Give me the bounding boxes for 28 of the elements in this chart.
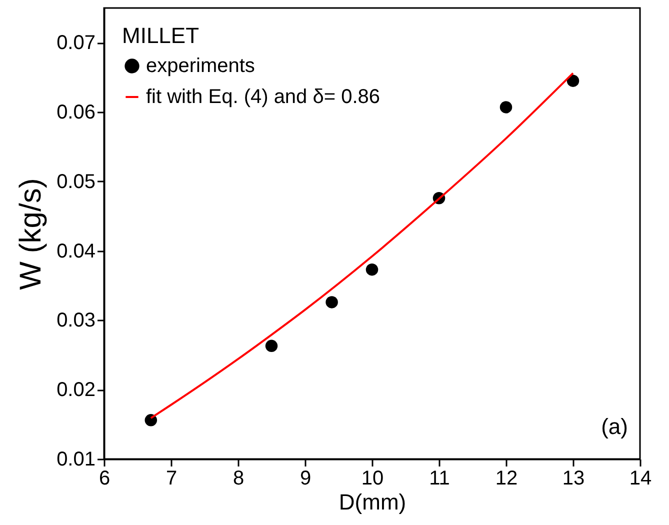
y-axis-title: W (kg/s) xyxy=(14,178,48,290)
y-tick-label: 0.01 xyxy=(56,448,96,470)
x-tick-label: 12 xyxy=(495,468,518,490)
y-tick-label: 0.06 xyxy=(56,102,96,124)
legend-label: experiments xyxy=(146,55,255,77)
x-tick-label: 7 xyxy=(166,468,178,490)
x-tick-label: 11 xyxy=(429,468,450,490)
legend-label: fit with Eq. (4) and δ= 0.86 xyxy=(146,86,380,108)
x-tick-label: 9 xyxy=(300,468,312,490)
x-tick-label: 10 xyxy=(361,468,384,490)
point xyxy=(326,296,338,308)
x-tick-label: 6 xyxy=(98,468,110,490)
legend-title: MILLET xyxy=(122,23,200,48)
point xyxy=(144,414,158,426)
point xyxy=(366,263,378,276)
y-tick-label: 0.05 xyxy=(56,170,96,193)
annotation: (a) xyxy=(601,414,628,439)
y-tick-label: 0.04 xyxy=(56,240,96,262)
y-tick-label: 0.03 xyxy=(56,310,96,332)
y-tick-label: 0.02 xyxy=(56,379,96,402)
point xyxy=(500,101,512,114)
x-axis-title: D(mm) xyxy=(338,490,406,514)
y-tick-label: 0.07 xyxy=(56,32,96,54)
x-tick-label: 14 xyxy=(629,468,652,490)
x-tick-label: 8 xyxy=(232,468,244,490)
point xyxy=(265,340,278,352)
x-tick-label: 13 xyxy=(562,468,585,490)
point xyxy=(566,74,580,87)
